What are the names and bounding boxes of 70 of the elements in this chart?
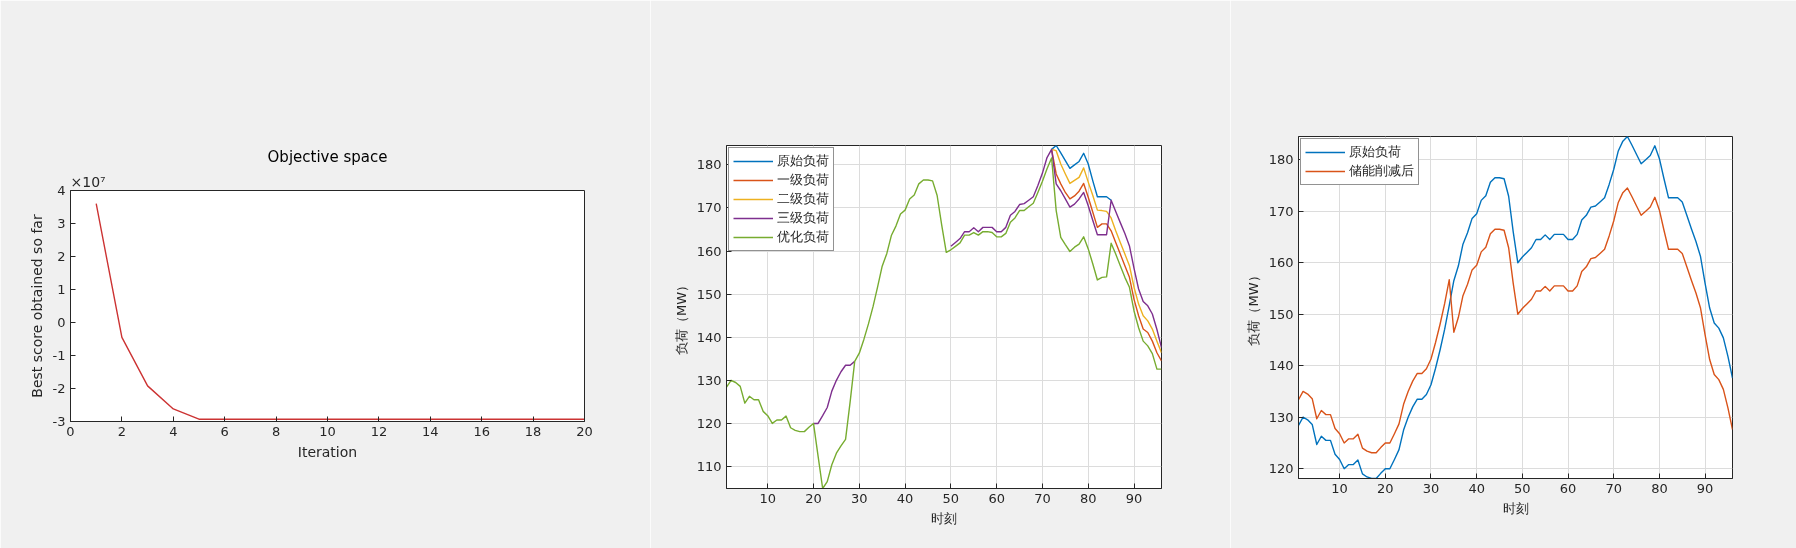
x-axis-title: Iteration — [297, 443, 358, 460]
y-tick-label: 2 — [57, 249, 66, 264]
text: ×10⁷ — [70, 173, 106, 190]
x-tick-label: 50 — [942, 490, 960, 506]
legend-label: 原始负荷 — [777, 152, 829, 170]
x-tick-label: 30 — [1422, 480, 1440, 496]
line-series — [1050, 145, 1112, 201]
line-series — [1298, 136, 1733, 479]
x-tick-label: 30 — [851, 490, 868, 506]
y-tick-label: 140 — [696, 329, 722, 345]
y-tick-label: -2 — [52, 381, 66, 396]
y-tick-label: 160 — [1268, 255, 1294, 271]
line-series — [95, 203, 585, 420]
y-tick-label: 180 — [1268, 152, 1294, 168]
y-tick-label: 150 — [696, 286, 722, 302]
legend-label: 一级负荷 — [777, 171, 829, 189]
legend-label: 储能削减后 — [1349, 162, 1414, 180]
y-tick-label: 130 — [1268, 409, 1294, 425]
x-tick-label: 16 — [473, 423, 490, 439]
x-tick-label: 60 — [1559, 480, 1577, 496]
legend-label: 二级负荷 — [777, 190, 829, 208]
x-tick-label: 8 — [271, 423, 281, 439]
x-tick-label: 80 — [1651, 480, 1668, 496]
x-tick-label: 20 — [576, 423, 593, 439]
x-tick-label: 20 — [1377, 480, 1394, 496]
x-tick-label: 50 — [1514, 480, 1531, 496]
legend-label: 原始负荷 — [1349, 143, 1401, 161]
y-tick-label: 130 — [696, 372, 722, 388]
y-tick-label: 3 — [57, 216, 66, 231]
y-tick-label: 170 — [1268, 203, 1294, 219]
y-tick-label: 1 — [57, 282, 66, 297]
x-tick-label: 18 — [524, 423, 542, 439]
line-series — [1298, 187, 1733, 454]
y-tick-label: 180 — [696, 157, 722, 173]
y-tick-label: 0 — [57, 315, 66, 330]
y-axis-title: 负荷（MW） — [673, 278, 689, 356]
y-tick-label: 160 — [696, 243, 722, 259]
x-tick-label: 4 — [169, 423, 178, 439]
x-tick-label: 60 — [988, 490, 1005, 506]
x-axis-title: 时刻 — [1502, 500, 1529, 516]
x-tick-label: 6 — [220, 423, 229, 439]
x-tick-label: 40 — [1468, 480, 1485, 496]
legend-label: 三级负荷 — [777, 209, 829, 227]
x-tick-label: 20 — [805, 490, 822, 506]
x-tick-label: 2 — [117, 423, 127, 439]
chart-title: Objective space — [267, 147, 388, 166]
legend-label: 优化负荷 — [777, 228, 829, 246]
x-tick-label: 70 — [1605, 480, 1622, 496]
x-tick-label: 12 — [370, 423, 388, 439]
x-axis-title: 时刻 — [931, 510, 957, 526]
y-tick-label: 120 — [1268, 461, 1294, 477]
x-tick-label: 40 — [896, 490, 914, 506]
x-tick-label: 90 — [1696, 480, 1714, 496]
y-axis-title: Best score obtained so far — [28, 214, 45, 398]
x-tick-label: 10 — [759, 490, 776, 506]
y-tick-label: 4 — [57, 183, 66, 198]
x-tick-label: 80 — [1079, 490, 1097, 506]
y-tick-label: 110 — [696, 459, 722, 475]
x-tick-label: 10 — [319, 423, 336, 439]
y-axis-title: 负荷（MW） — [1245, 269, 1261, 346]
x-tick-label: 14 — [422, 423, 439, 439]
y-tick-label: 120 — [696, 415, 722, 431]
y-tick-label: 170 — [696, 200, 722, 216]
y-tick-label: 140 — [1268, 358, 1294, 374]
y-tick-label: -1 — [52, 348, 66, 363]
y-tick-label: 150 — [1268, 306, 1294, 322]
y-tick-label: -3 — [52, 414, 66, 429]
x-tick-label: 90 — [1125, 490, 1143, 506]
x-tick-label: 70 — [1034, 490, 1051, 506]
x-tick-label: 10 — [1331, 480, 1348, 496]
